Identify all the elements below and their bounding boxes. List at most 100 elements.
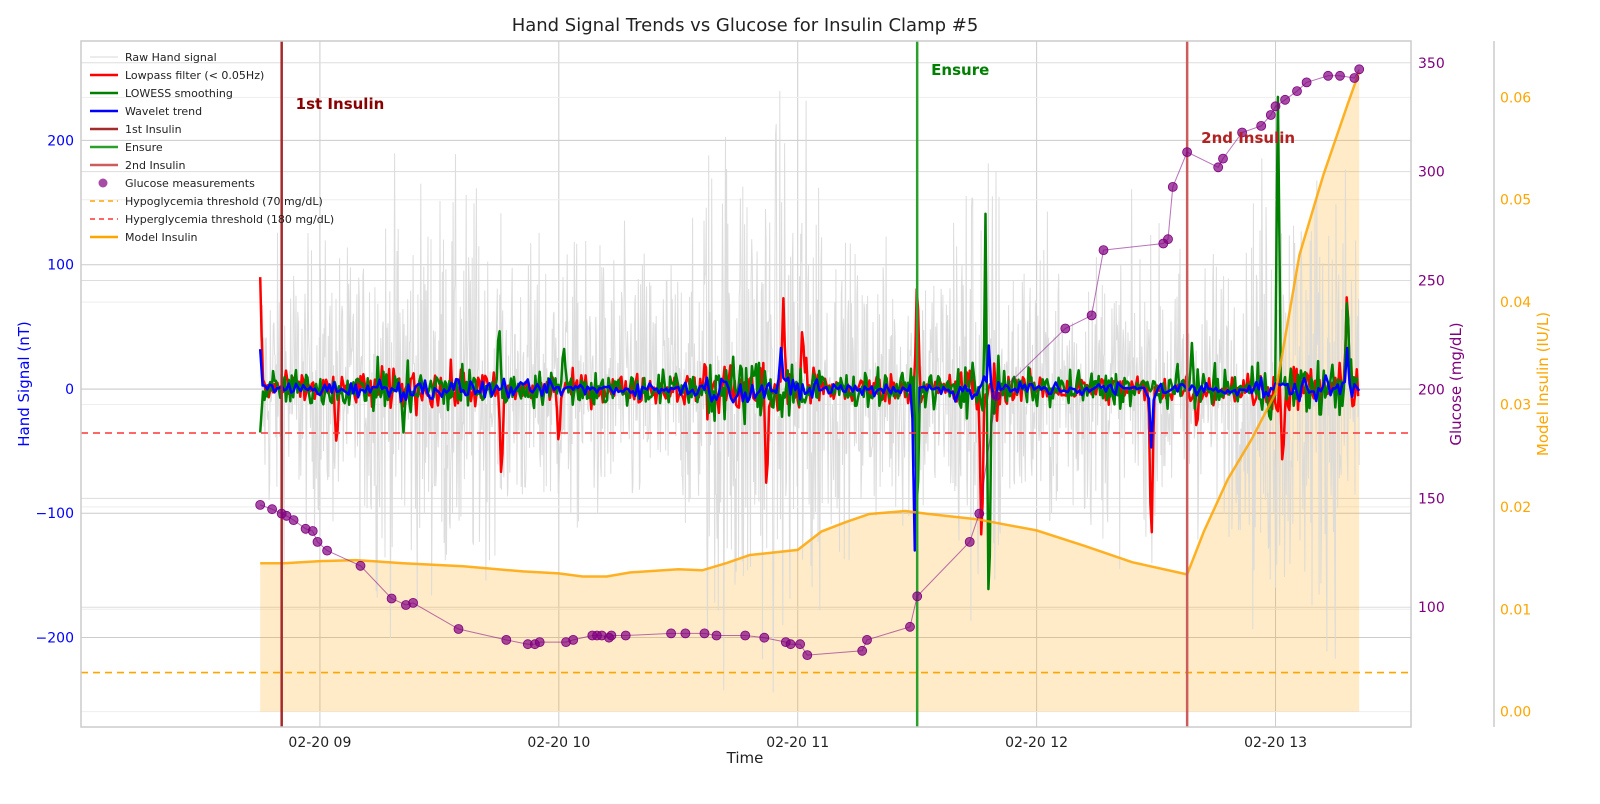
- event-label: 1st Insulin: [296, 95, 385, 113]
- legend-item: Hyperglycemia threshold (180 mg/dL): [90, 213, 334, 226]
- glucose-point: [355, 560, 366, 571]
- glucose-point: [1213, 162, 1224, 173]
- insulin-tick-label: 0.01: [1500, 602, 1531, 618]
- glucose-point: [1335, 70, 1345, 81]
- hand-signal-tick-label: 200: [47, 133, 74, 149]
- legend-item: Wavelet trend: [90, 105, 202, 118]
- legend-item: Hypoglycemia threshold (70 mg/dL): [90, 195, 323, 208]
- glucose-point: [802, 650, 813, 660]
- insulin-tick-label: 0.06: [1500, 90, 1531, 106]
- glucose-point: [1354, 64, 1365, 75]
- glucose-point: [408, 598, 419, 608]
- annotations: 1st Insulin Ensure 2nd Insulin: [296, 61, 1295, 147]
- hand-signal-axis-label: Hand Signal (nT): [15, 321, 33, 447]
- glucose-point: [1292, 86, 1302, 96]
- glucose-point: [1301, 77, 1312, 88]
- glucose-point: [255, 499, 266, 510]
- hand-signal-tick-label: 100: [47, 258, 74, 274]
- glucose-point: [912, 591, 923, 602]
- glucose-tick-label: 150: [1418, 491, 1445, 507]
- legend-item: Raw Hand signal: [90, 51, 217, 64]
- x-tick-label: 02-20 09: [288, 735, 351, 751]
- glucose-point: [534, 637, 545, 647]
- x-tick-label: 02-20 12: [1005, 735, 1068, 751]
- glucose-point: [620, 630, 631, 641]
- chart-title: Hand Signal Trends vs Glucose for Insuli…: [512, 15, 979, 36]
- x-tick-label: 02-20 13: [1244, 735, 1307, 751]
- legend-label: Hypoglycemia threshold (70 mg/dL): [125, 195, 323, 208]
- glucose-point: [699, 628, 710, 639]
- legend-item: Glucose measurements: [98, 177, 255, 190]
- glucose-tick-label: 200: [1418, 382, 1445, 398]
- legend-item: Lowpass filter (< 0.05Hz): [90, 69, 264, 82]
- insulin-tick-label: 0.04: [1500, 295, 1531, 311]
- data-layer: [81, 41, 1411, 727]
- insulin-tick-label: 0.03: [1500, 397, 1531, 413]
- glucose-point: [1182, 147, 1192, 158]
- glucose-point: [795, 639, 805, 650]
- axes-ticks: 02-20 09 02-20 10 02-20 11 02-20 12 02-20 13…: [36, 56, 1532, 751]
- legend-label: Raw Hand signal: [125, 51, 217, 64]
- glucose-point: [1323, 70, 1333, 81]
- legend-label: Ensure: [125, 141, 163, 154]
- model-insulin-axis-label: Model Insulin (IU/L): [1534, 312, 1552, 456]
- glucose-point: [568, 635, 579, 645]
- legend-label: LOWESS smoothing: [125, 87, 233, 100]
- legend-label: 1st Insulin: [125, 123, 182, 136]
- x-tick-label: 02-20 10: [527, 735, 590, 751]
- wavelet-trend-line: [258, 344, 1361, 552]
- glucose-point: [1218, 153, 1228, 164]
- legend: Raw Hand signal Lowpass filter (< 0.05Hz)…: [90, 51, 334, 244]
- glucose-tick-label: 350: [1418, 56, 1445, 72]
- legend-item: Model Insulin: [90, 231, 198, 244]
- glucose-point: [857, 645, 868, 656]
- glucose-point: [905, 621, 915, 632]
- glucose-point: [1349, 73, 1360, 83]
- legend-label: 2nd Insulin: [125, 159, 185, 172]
- legend-item: 1st Insulin: [90, 123, 182, 136]
- hand-signal-tick-label: −200: [36, 631, 74, 647]
- x-axis-label: Time: [726, 749, 764, 767]
- insulin-tick-label: 0.02: [1500, 500, 1531, 516]
- legend-item: 2nd Insulin: [90, 159, 185, 172]
- legend-label: Glucose measurements: [125, 177, 255, 190]
- glucose-point: [991, 391, 1001, 401]
- glucose-point: [711, 630, 722, 641]
- glucose-point: [267, 504, 278, 515]
- plot-frame: [80, 40, 1412, 728]
- glucose-point: [312, 537, 323, 547]
- insulin-tick-label: 0.05: [1500, 193, 1531, 209]
- legend-item: LOWESS smoothing: [90, 87, 233, 100]
- event-label: Ensure: [931, 61, 989, 79]
- glucose-point: [501, 635, 512, 645]
- hand-signal-tick-label: 0: [65, 382, 74, 398]
- glucose-axis-label: Glucose (mg/dL): [1447, 322, 1465, 445]
- glucose-tick-label: 300: [1418, 165, 1445, 181]
- glucose-point: [785, 639, 796, 650]
- glucose-point: [759, 632, 770, 643]
- legend-label: Wavelet trend: [125, 105, 202, 118]
- glucose-point: [288, 515, 299, 525]
- model-insulin-area: [260, 71, 1360, 712]
- hand-signal-tick-label: −100: [36, 506, 74, 522]
- glucose-point: [606, 630, 617, 641]
- glucose-point: [1270, 101, 1281, 112]
- glucose-point: [386, 593, 397, 604]
- glucose-point: [1167, 181, 1178, 192]
- glucose-point: [453, 624, 464, 634]
- glucose-point: [1098, 245, 1109, 256]
- legend-swatch: [98, 178, 108, 188]
- glucose-point: [1060, 323, 1071, 334]
- insulin-tick-label: 0.00: [1500, 705, 1531, 721]
- glucose-tick-label: 250: [1418, 274, 1445, 290]
- x-tick-label: 02-20 11: [766, 735, 829, 751]
- glucose-point: [1265, 110, 1276, 120]
- model-insulin-line: [260, 71, 1361, 578]
- glucose-point: [1256, 121, 1267, 131]
- glucose-point: [680, 628, 691, 639]
- glucose-point: [862, 635, 872, 645]
- glucose-point: [1163, 234, 1173, 245]
- glucose-point: [964, 537, 975, 547]
